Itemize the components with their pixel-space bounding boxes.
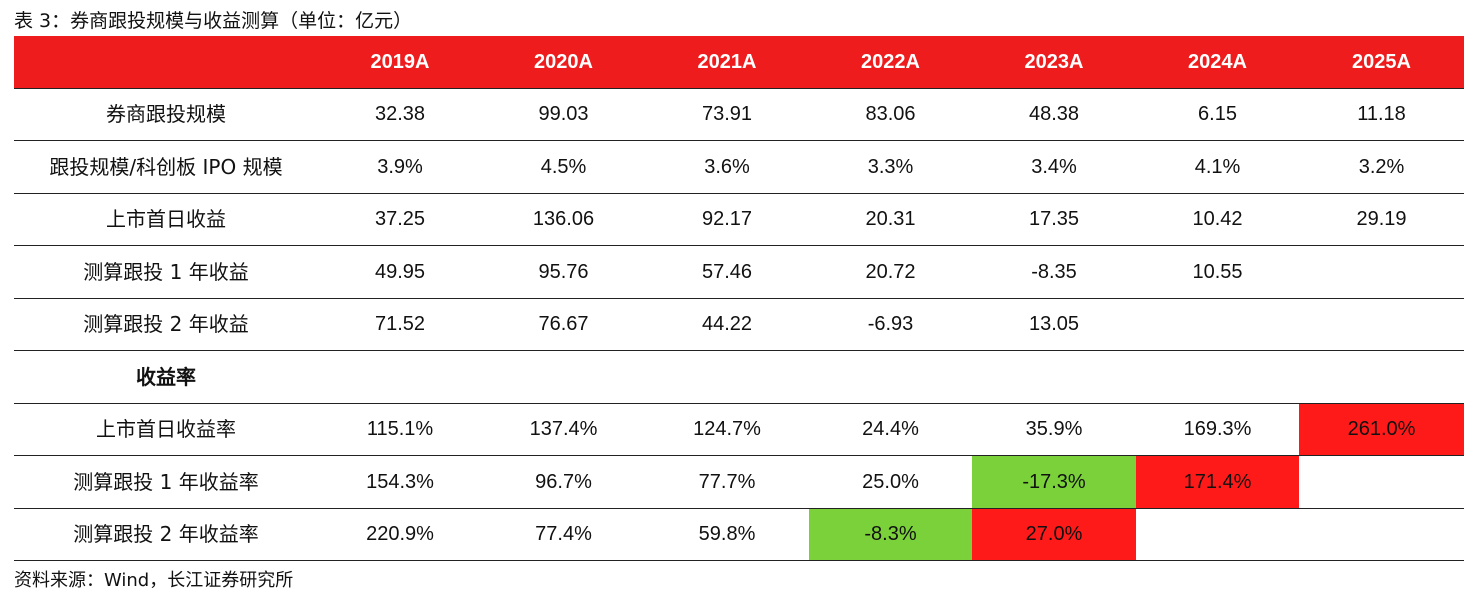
- table-cell: 3.3%: [809, 140, 972, 194]
- row-label: 上市首日收益率: [14, 403, 318, 456]
- table-cell: 95.76: [482, 245, 645, 299]
- table-cell: 3.6%: [645, 140, 809, 194]
- highlighted-cell: 27.0%: [972, 508, 1136, 561]
- column-header: 2023A: [972, 36, 1136, 89]
- table-cell: 169.3%: [1136, 403, 1299, 456]
- table-cell: 4.5%: [482, 140, 645, 194]
- table-cell: [318, 350, 482, 404]
- row-label: 券商跟投规模: [14, 88, 318, 141]
- table-cell: 20.31: [809, 193, 972, 246]
- section-label: 收益率: [14, 350, 318, 404]
- table-cell: 136.06: [482, 193, 645, 246]
- table-cell: 10.55: [1136, 245, 1299, 299]
- highlighted-cell: 261.0%: [1299, 403, 1464, 456]
- row-label: 跟投规模/科创板 IPO 规模: [14, 140, 318, 194]
- table-cell: [809, 350, 972, 404]
- section-row: 收益率: [14, 350, 1464, 404]
- table-cell: 20.72: [809, 245, 972, 299]
- table-cell: 3.2%: [1299, 140, 1464, 194]
- row-label: 测算跟投 1 年收益: [14, 245, 318, 299]
- table-cell: 48.38: [972, 88, 1136, 141]
- table-cell: [1299, 245, 1464, 299]
- row-label: 测算跟投 2 年收益: [14, 298, 318, 351]
- table-cell: 220.9%: [318, 508, 482, 561]
- table-cell: -6.93: [809, 298, 972, 351]
- table-cell: 77.7%: [645, 455, 809, 509]
- column-header: 2020A: [482, 36, 645, 89]
- table-cell: 83.06: [809, 88, 972, 141]
- column-header: 2019A: [318, 36, 482, 89]
- table-cell: 44.22: [645, 298, 809, 351]
- table-cell: 115.1%: [318, 403, 482, 456]
- header-row: 2019A 2020A 2021A 2022A 2023A 2024A 2025…: [14, 36, 1464, 89]
- table-row: 跟投规模/科创板 IPO 规模 3.9% 4.5% 3.6% 3.3% 3.4%…: [14, 140, 1464, 194]
- table-cell: 4.1%: [1136, 140, 1299, 194]
- table-row: 测算跟投 2 年收益 71.52 76.67 44.22 -6.93 13.05: [14, 298, 1464, 351]
- table-row: 测算跟投 2 年收益率 220.9% 77.4% 59.8% -8.3% 27.…: [14, 508, 1464, 561]
- table-cell: 13.05: [972, 298, 1136, 351]
- table-cell: 92.17: [645, 193, 809, 246]
- table-cell: 6.15: [1136, 88, 1299, 141]
- table-cell: 59.8%: [645, 508, 809, 561]
- table-cell: 11.18: [1299, 88, 1464, 141]
- table-cell: 49.95: [318, 245, 482, 299]
- row-label: 测算跟投 2 年收益率: [14, 508, 318, 561]
- table-cell: 57.46: [645, 245, 809, 299]
- table-cell: 35.9%: [972, 403, 1136, 456]
- table-cell: 77.4%: [482, 508, 645, 561]
- header-corner: [14, 36, 318, 89]
- table-cell: -8.35: [972, 245, 1136, 299]
- table-cell: 32.38: [318, 88, 482, 141]
- table-cell: 29.19: [1299, 193, 1464, 246]
- column-header: 2022A: [809, 36, 972, 89]
- row-label: 上市首日收益: [14, 193, 318, 246]
- table-cell: 99.03: [482, 88, 645, 141]
- table-cell: 154.3%: [318, 455, 482, 509]
- table-cell: [1299, 298, 1464, 351]
- table-cell: [1299, 508, 1464, 561]
- table-row: 券商跟投规模 32.38 99.03 73.91 83.06 48.38 6.1…: [14, 88, 1464, 141]
- table-caption: 表 3：券商跟投规模与收益测算（单位：亿元）: [14, 10, 413, 32]
- highlighted-cell: 171.4%: [1136, 455, 1299, 509]
- source-note: 资料来源：Wind，长江证券研究所: [14, 570, 294, 591]
- table-cell: [1136, 350, 1299, 404]
- table-cell: 124.7%: [645, 403, 809, 456]
- table-cell: [1299, 350, 1464, 404]
- table-cell: 73.91: [645, 88, 809, 141]
- table-cell: [1299, 455, 1464, 509]
- data-table: 2019A 2020A 2021A 2022A 2023A 2024A 2025…: [14, 36, 1464, 561]
- table-cell: 71.52: [318, 298, 482, 351]
- table-cell: 3.9%: [318, 140, 482, 194]
- column-header: 2021A: [645, 36, 809, 89]
- column-header: 2024A: [1136, 36, 1299, 89]
- table-row: 测算跟投 1 年收益率 154.3% 96.7% 77.7% 25.0% -17…: [14, 455, 1464, 509]
- highlighted-cell: -8.3%: [809, 508, 972, 561]
- table-row: 测算跟投 1 年收益 49.95 95.76 57.46 20.72 -8.35…: [14, 245, 1464, 299]
- row-label: 测算跟投 1 年收益率: [14, 455, 318, 509]
- table-row: 上市首日收益率 115.1% 137.4% 124.7% 24.4% 35.9%…: [14, 403, 1464, 456]
- table-cell: 25.0%: [809, 455, 972, 509]
- highlighted-cell: -17.3%: [972, 455, 1136, 509]
- table-cell: 76.67: [482, 298, 645, 351]
- table-cell: [482, 350, 645, 404]
- table-cell: 24.4%: [809, 403, 972, 456]
- table-cell: 10.42: [1136, 193, 1299, 246]
- table-cell: 37.25: [318, 193, 482, 246]
- table-cell: 17.35: [972, 193, 1136, 246]
- table-cell: 3.4%: [972, 140, 1136, 194]
- table-cell: 137.4%: [482, 403, 645, 456]
- table-cell: [1136, 508, 1299, 561]
- table-cell: [972, 350, 1136, 404]
- column-header: 2025A: [1299, 36, 1464, 89]
- table-cell: [1136, 298, 1299, 351]
- table-cell: [645, 350, 809, 404]
- table-cell: 96.7%: [482, 455, 645, 509]
- table-row: 上市首日收益 37.25 136.06 92.17 20.31 17.35 10…: [14, 193, 1464, 246]
